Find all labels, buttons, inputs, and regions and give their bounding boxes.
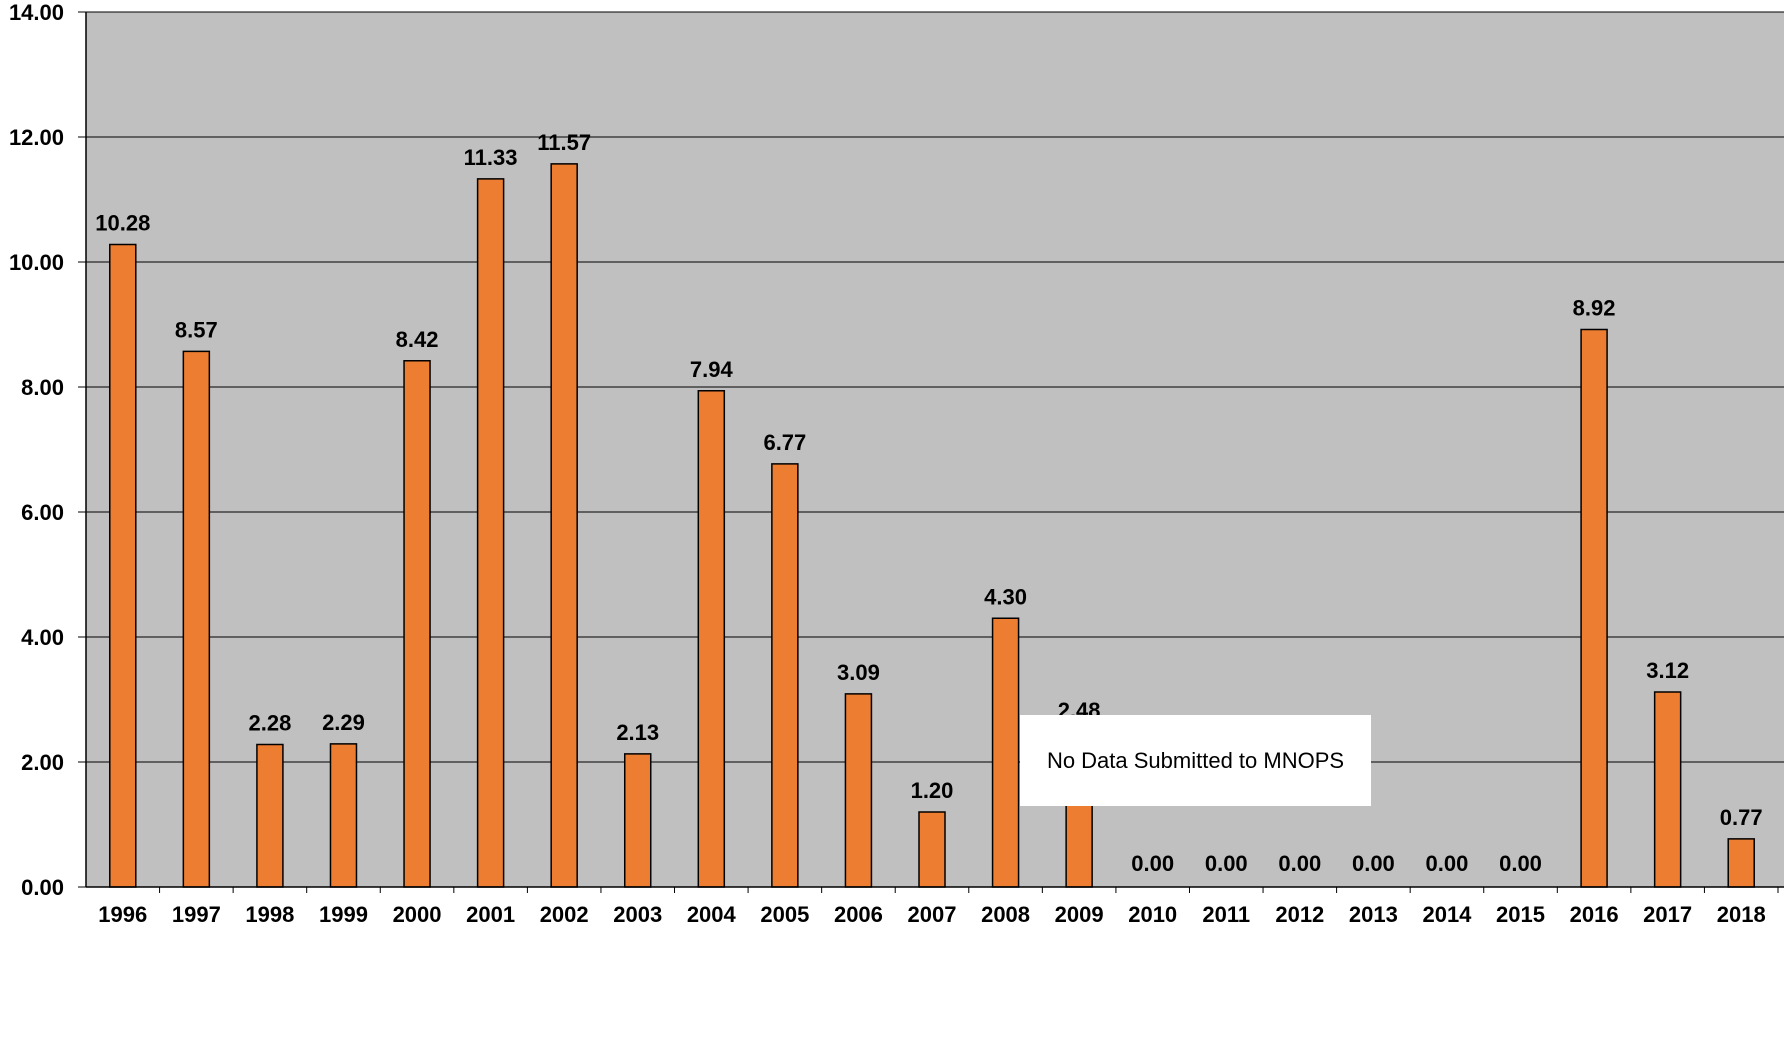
- x-tick-label-2001: 2001: [466, 902, 515, 927]
- x-tick-label-2004: 2004: [687, 902, 737, 927]
- y-tick-label: 6.00: [21, 500, 64, 525]
- x-tick-label-2003: 2003: [613, 902, 662, 927]
- x-tick-label-1997: 1997: [172, 902, 221, 927]
- x-tick-label-2009: 2009: [1055, 902, 1104, 927]
- x-tick-label-2006: 2006: [834, 902, 883, 927]
- bar-series: [109, 163, 1755, 888]
- data-label-2002: 11.57: [537, 130, 591, 155]
- data-label-2016: 8.92: [1573, 296, 1616, 321]
- y-tick-label: 14.00: [9, 0, 64, 25]
- bar-2003: [623, 753, 652, 888]
- data-label-2011: 0.00: [1205, 851, 1248, 876]
- data-label-1998: 2.28: [248, 711, 291, 736]
- data-label-1997: 8.57: [175, 317, 218, 342]
- y-tick-label: 8.00: [21, 375, 64, 400]
- x-tick-label-2011: 2011: [1202, 902, 1250, 927]
- data-label-2004: 7.94: [690, 357, 734, 382]
- data-label-1996: 10.28: [95, 211, 150, 236]
- x-tick-label-2005: 2005: [760, 902, 809, 927]
- x-tick-label-2014: 2014: [1422, 902, 1472, 927]
- data-label-2001: 11.33: [464, 145, 518, 170]
- no-data-annotation-text: No Data Submitted to MNOPS: [1046, 747, 1345, 773]
- data-label-2008: 4.30: [984, 584, 1027, 609]
- x-tick-label-1999: 1999: [319, 902, 368, 927]
- bar-1997: [182, 350, 211, 888]
- y-tick-label: 0.00: [21, 875, 64, 900]
- bar-1998: [256, 743, 284, 888]
- x-tick-label-2016: 2016: [1570, 902, 1619, 927]
- bar-2007: [918, 811, 946, 888]
- bar-2006: [844, 693, 873, 888]
- x-tick-label-2010: 2010: [1128, 902, 1177, 927]
- data-label-1999: 2.29: [322, 710, 365, 735]
- bar-2001: [476, 178, 505, 888]
- data-label-2010: 0.00: [1131, 851, 1174, 876]
- x-tick-label-2008: 2008: [981, 902, 1030, 927]
- x-tick-label-1998: 1998: [245, 902, 294, 927]
- y-axis-tick-labels: 0.00 2.00 4.00 6.00 8.00 10.00 12.00 14.00: [9, 0, 64, 900]
- data-label-2000: 8.42: [396, 327, 439, 352]
- data-label-2014: 0.00: [1426, 851, 1469, 876]
- data-label-2006: 3.09: [837, 660, 880, 685]
- x-tick-label-2007: 2007: [908, 902, 957, 927]
- x-tick-label-1996: 1996: [98, 902, 147, 927]
- bar-1996: [109, 243, 137, 888]
- x-tick-label-2017: 2017: [1643, 902, 1692, 927]
- bar-2002: [550, 163, 578, 888]
- bar-1999: [329, 743, 358, 888]
- data-label-2007: 1.20: [911, 778, 954, 803]
- bar-2018: [1727, 838, 1755, 888]
- data-label-2003: 2.13: [616, 720, 659, 745]
- bar-2004: [697, 390, 726, 888]
- x-tick-label-2002: 2002: [540, 902, 589, 927]
- data-labels: 10.28 8.57 2.28 2.29 8.42 11.33 11.57 2.13 7.94 6…: [95, 130, 1762, 876]
- x-axis-tick-labels: 1996 1997 1998 1999 2000 2001 2002 2003 2004 2005…: [98, 902, 1765, 927]
- data-label-2012: 0.00: [1278, 851, 1321, 876]
- data-label-2013: 0.00: [1352, 851, 1395, 876]
- x-tick-label-2018: 2018: [1717, 902, 1766, 927]
- x-tick-label-2013: 2013: [1349, 902, 1398, 927]
- bar-2008: [991, 617, 1020, 888]
- no-data-annotation: No Data Submitted to MNOPS: [1020, 715, 1371, 806]
- y-tick-label: 12.00: [9, 125, 64, 150]
- data-label-2005: 6.77: [763, 430, 806, 455]
- y-tick-label: 2.00: [21, 750, 64, 775]
- y-tick-label: 4.00: [21, 625, 64, 650]
- data-label-2017: 3.12: [1646, 658, 1689, 683]
- bar-2005: [771, 463, 799, 888]
- x-tick-label-2015: 2015: [1496, 902, 1545, 927]
- x-tick-label-2012: 2012: [1275, 902, 1324, 927]
- data-label-2018: 0.77: [1720, 805, 1763, 830]
- y-tick-label: 10.00: [9, 250, 64, 275]
- x-tick-label-2000: 2000: [393, 902, 442, 927]
- bar-2016: [1580, 328, 1608, 888]
- axes: [85, 12, 1784, 893]
- bar-2000: [403, 360, 431, 888]
- data-label-2015: 0.00: [1499, 851, 1542, 876]
- bar-2017: [1653, 691, 1682, 888]
- plot-area: [86, 12, 1784, 887]
